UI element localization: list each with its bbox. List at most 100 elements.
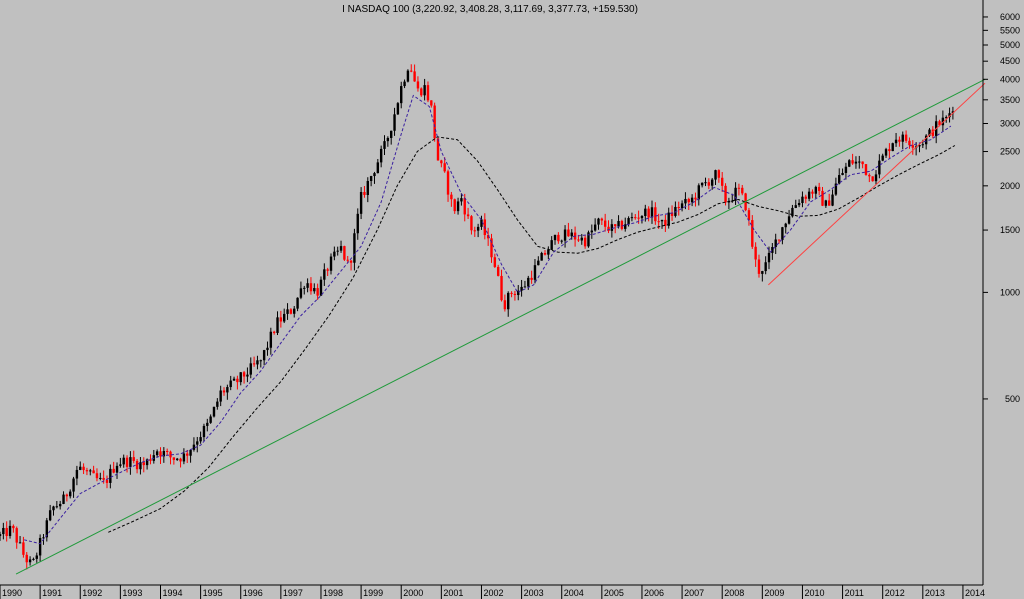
candle-down bbox=[493, 253, 497, 268]
candle-down bbox=[677, 201, 680, 216]
candle-body bbox=[149, 459, 152, 461]
candle-down bbox=[486, 227, 490, 246]
candle-up bbox=[894, 132, 898, 147]
candle-down bbox=[861, 161, 864, 169]
candle-up bbox=[293, 306, 296, 318]
candle-body bbox=[583, 237, 587, 247]
candle-down bbox=[614, 224, 617, 234]
candle-body bbox=[620, 220, 624, 229]
candle-body bbox=[279, 317, 283, 322]
candle-down bbox=[724, 183, 727, 206]
candle-body bbox=[904, 134, 908, 141]
candle-body bbox=[186, 453, 189, 456]
candle-body bbox=[403, 81, 406, 87]
candle-body bbox=[941, 117, 945, 126]
candle-body bbox=[888, 149, 891, 152]
overlay-lines bbox=[15, 78, 986, 575]
x-tick-label: 2014 bbox=[965, 588, 985, 598]
candle-body bbox=[607, 226, 610, 231]
candle-body bbox=[430, 100, 433, 106]
candle-body bbox=[513, 293, 517, 296]
candle-body bbox=[165, 451, 169, 453]
candle-body bbox=[356, 213, 359, 234]
candle-down bbox=[503, 294, 507, 312]
candle-body bbox=[731, 200, 734, 202]
candle-body bbox=[48, 510, 52, 521]
candle-body bbox=[553, 234, 557, 241]
candle-up bbox=[356, 208, 359, 240]
candle-body bbox=[52, 506, 55, 511]
candle-body bbox=[570, 232, 573, 237]
candle-body bbox=[55, 506, 59, 508]
candle-up bbox=[650, 200, 654, 224]
candle-body bbox=[413, 71, 416, 82]
candle-up bbox=[99, 472, 102, 481]
y-tick-label: 3500 bbox=[1000, 95, 1020, 105]
candle-body bbox=[838, 175, 841, 184]
candle-up bbox=[791, 204, 794, 218]
candle-down bbox=[416, 76, 420, 92]
moving-average-long bbox=[108, 136, 956, 533]
candle-body bbox=[647, 208, 650, 218]
candle-up bbox=[690, 194, 694, 207]
candle-body bbox=[272, 331, 276, 333]
candle-up bbox=[547, 246, 550, 260]
candle-body bbox=[610, 224, 614, 231]
candle-up bbox=[2, 522, 5, 540]
candle-body bbox=[614, 224, 617, 227]
candle-body bbox=[313, 288, 316, 292]
x-tick-label: 1993 bbox=[122, 588, 142, 598]
candle-up bbox=[476, 223, 480, 238]
candle-body bbox=[319, 279, 323, 296]
candle-body bbox=[787, 216, 791, 224]
candle-body bbox=[179, 458, 182, 462]
candle-down bbox=[309, 277, 313, 295]
candle-down bbox=[777, 239, 781, 244]
candle-down bbox=[473, 226, 476, 237]
candle-body bbox=[373, 173, 376, 177]
candle-body bbox=[450, 194, 453, 200]
candle-up bbox=[299, 281, 303, 300]
candle-body bbox=[95, 473, 99, 479]
candle-up bbox=[0, 531, 2, 541]
x-tick-label: 2005 bbox=[604, 588, 624, 598]
x-tick-label: 1991 bbox=[42, 588, 62, 598]
candle-up bbox=[48, 504, 52, 522]
candle-body bbox=[557, 234, 560, 242]
candle-body bbox=[761, 271, 764, 274]
candle-body bbox=[724, 185, 727, 203]
candle-body bbox=[807, 191, 811, 199]
candle-down bbox=[466, 207, 470, 219]
candle-up bbox=[303, 285, 306, 295]
candle-body bbox=[266, 347, 269, 351]
candle-up bbox=[814, 185, 818, 199]
candle-up bbox=[269, 327, 273, 355]
candle-body bbox=[12, 525, 15, 529]
candle-up bbox=[734, 182, 737, 205]
candle-body bbox=[794, 205, 797, 208]
candle-up bbox=[286, 303, 289, 320]
candle-down bbox=[817, 182, 821, 196]
candle-up bbox=[229, 375, 232, 391]
candle-down bbox=[888, 143, 891, 159]
candle-body bbox=[359, 191, 363, 214]
candle-body bbox=[951, 111, 955, 114]
plot-background bbox=[0, 0, 983, 584]
candle-body bbox=[540, 253, 543, 261]
candle-up bbox=[801, 191, 804, 208]
candle-body bbox=[336, 250, 339, 252]
candle-down bbox=[349, 259, 353, 271]
candle-up bbox=[52, 505, 55, 516]
candle-down bbox=[804, 194, 807, 204]
y-tick-label: 1500 bbox=[1000, 225, 1020, 235]
candle-up bbox=[249, 357, 252, 379]
candle-body bbox=[172, 457, 176, 460]
candle-body bbox=[162, 451, 166, 457]
candle-body bbox=[176, 458, 179, 460]
candle-down bbox=[737, 183, 741, 196]
candle-down bbox=[513, 290, 517, 301]
candle-down bbox=[135, 458, 139, 474]
candle-up bbox=[523, 280, 527, 288]
candle-body bbox=[560, 240, 563, 242]
x-tick-label: 2003 bbox=[524, 588, 544, 598]
